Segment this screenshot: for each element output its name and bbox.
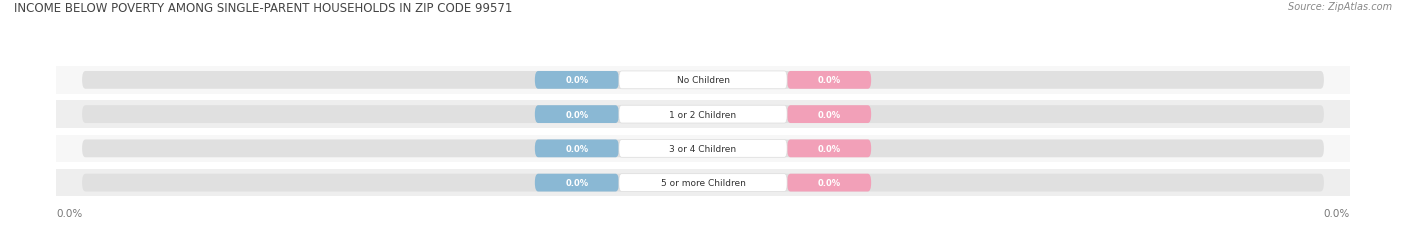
- FancyBboxPatch shape: [534, 106, 619, 124]
- FancyBboxPatch shape: [787, 140, 872, 158]
- Text: 0.0%: 0.0%: [565, 178, 589, 187]
- Bar: [56, 101, 1350, 128]
- Text: 3 or 4 Children: 3 or 4 Children: [669, 144, 737, 153]
- FancyBboxPatch shape: [82, 140, 1324, 158]
- FancyBboxPatch shape: [82, 106, 1324, 124]
- FancyBboxPatch shape: [82, 72, 1324, 89]
- Bar: [56, 169, 1350, 196]
- FancyBboxPatch shape: [787, 174, 872, 192]
- Text: 0.0%: 0.0%: [817, 110, 841, 119]
- Text: 1 or 2 Children: 1 or 2 Children: [669, 110, 737, 119]
- Bar: [56, 135, 1350, 162]
- Text: 0.0%: 0.0%: [565, 76, 589, 85]
- Text: 0.0%: 0.0%: [817, 178, 841, 187]
- Text: 5 or more Children: 5 or more Children: [661, 178, 745, 187]
- Text: No Children: No Children: [676, 76, 730, 85]
- FancyBboxPatch shape: [534, 174, 619, 192]
- FancyBboxPatch shape: [787, 106, 872, 124]
- FancyBboxPatch shape: [534, 140, 619, 158]
- FancyBboxPatch shape: [82, 174, 1324, 192]
- Text: 0.0%: 0.0%: [565, 144, 589, 153]
- FancyBboxPatch shape: [619, 174, 787, 192]
- Text: Source: ZipAtlas.com: Source: ZipAtlas.com: [1288, 2, 1392, 12]
- Bar: [56, 67, 1350, 94]
- FancyBboxPatch shape: [619, 106, 787, 124]
- FancyBboxPatch shape: [619, 72, 787, 89]
- Text: 0.0%: 0.0%: [565, 110, 589, 119]
- Text: INCOME BELOW POVERTY AMONG SINGLE-PARENT HOUSEHOLDS IN ZIP CODE 99571: INCOME BELOW POVERTY AMONG SINGLE-PARENT…: [14, 2, 512, 15]
- Text: 0.0%: 0.0%: [817, 76, 841, 85]
- Text: 0.0%: 0.0%: [56, 208, 83, 218]
- FancyBboxPatch shape: [619, 140, 787, 158]
- FancyBboxPatch shape: [534, 72, 619, 89]
- Text: 0.0%: 0.0%: [817, 144, 841, 153]
- Text: 0.0%: 0.0%: [1323, 208, 1350, 218]
- FancyBboxPatch shape: [787, 72, 872, 89]
